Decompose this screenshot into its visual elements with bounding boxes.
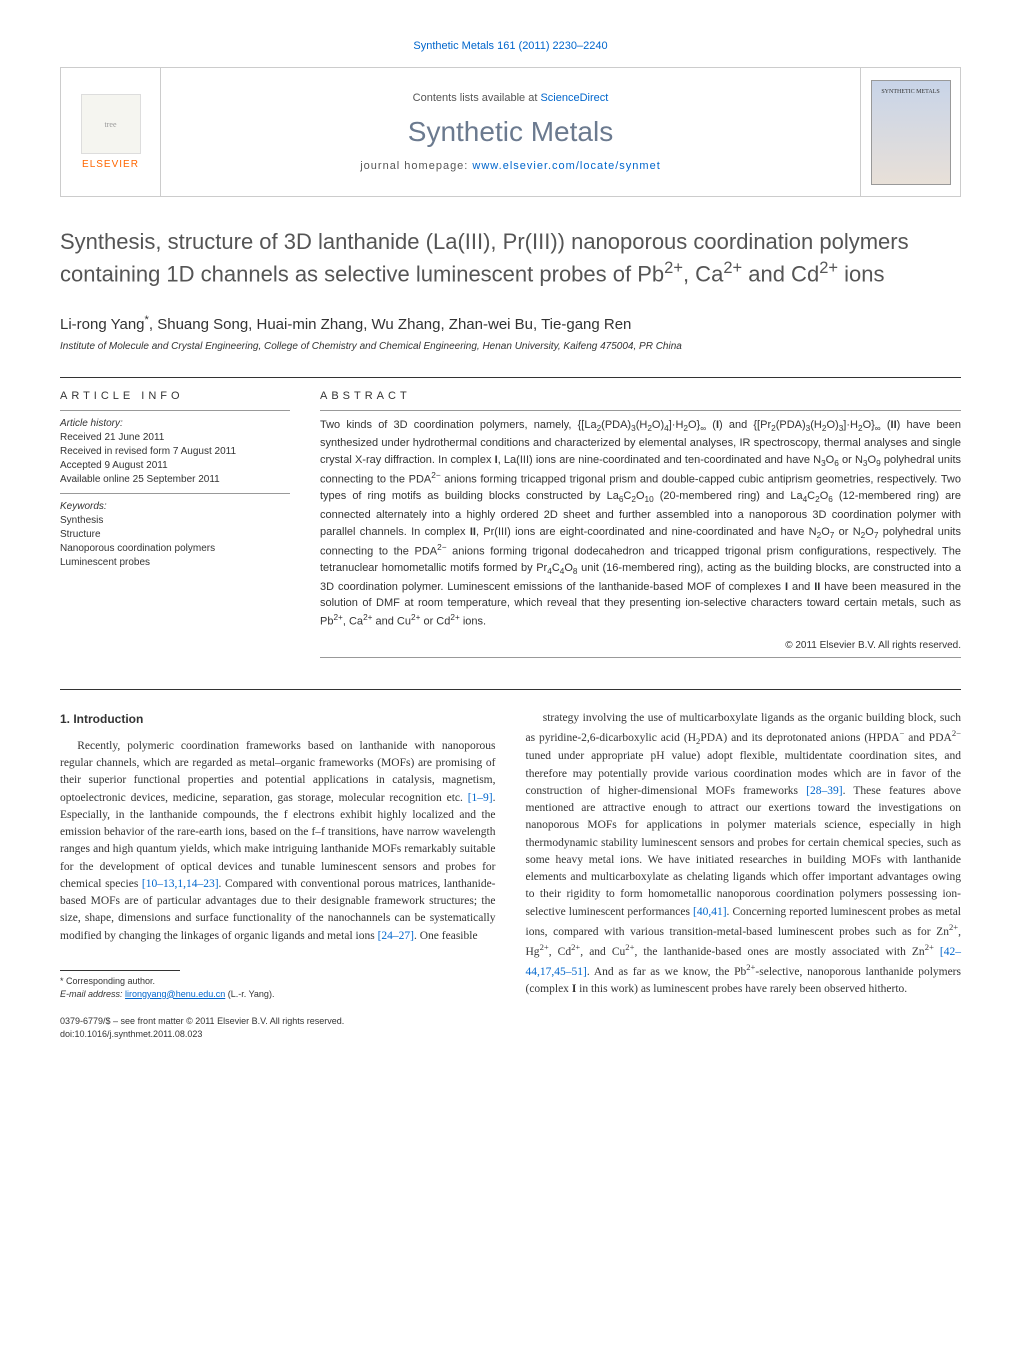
- email-suffix: (L.-r. Yang).: [225, 989, 274, 999]
- sciencedirect-link[interactable]: ScienceDirect: [540, 92, 608, 104]
- divider-top: [60, 377, 961, 378]
- article-info-column: ARTICLE INFO Article history: Received 2…: [60, 390, 290, 664]
- keyword-item: Structure: [60, 528, 290, 542]
- publisher-cell: tree ELSEVIER: [61, 68, 161, 196]
- header-center: Contents lists available at ScienceDirec…: [161, 68, 860, 196]
- footer-divider: [60, 970, 180, 971]
- keywords-label: Keywords:: [60, 500, 290, 514]
- abstract-text: Two kinds of 3D coordination polymers, n…: [320, 417, 961, 630]
- article-history-block: Article history: Received 21 June 2011 R…: [60, 417, 290, 487]
- abstract-heading: ABSTRACT: [320, 390, 961, 402]
- revised-line: Received in revised form 7 August 2011: [60, 445, 290, 459]
- cover-cell: SYNTHETIC METALS: [860, 68, 960, 196]
- keyword-item: Synthesis: [60, 514, 290, 528]
- online-line: Available online 25 September 2011: [60, 473, 290, 487]
- introduction-heading: 1. Introduction: [60, 710, 496, 728]
- keywords-block: Keywords: Synthesis Structure Nanoporous…: [60, 500, 290, 570]
- elsevier-tree-icon: tree: [81, 94, 141, 154]
- authors-line: Li-rong Yang*, Shuang Song, Huai-min Zha…: [60, 314, 961, 333]
- body-column-left: 1. Introduction Recently, polymeric coor…: [60, 710, 496, 1040]
- affiliation-line: Institute of Molecule and Crystal Engine…: [60, 341, 961, 352]
- footer-rights-block: 0379-6779/$ – see front matter © 2011 El…: [60, 1015, 496, 1040]
- journal-name: Synthetic Metals: [408, 116, 613, 148]
- info-divider-2: [60, 493, 290, 494]
- abstract-divider-1: [320, 410, 961, 411]
- corresponding-author-block: * Corresponding author. E-mail address: …: [60, 970, 496, 1000]
- keywords-list: Synthesis Structure Nanoporous coordinat…: [60, 514, 290, 570]
- journal-header-box: tree ELSEVIER Contents lists available a…: [60, 67, 961, 197]
- info-abstract-row: ARTICLE INFO Article history: Received 2…: [60, 390, 961, 664]
- corresponding-label: * Corresponding author.: [60, 975, 496, 988]
- citation-line: Synthetic Metals 161 (2011) 2230–2240: [60, 40, 961, 52]
- keyword-item: Nanoporous coordination polymers: [60, 542, 290, 556]
- homepage-line: journal homepage: www.elsevier.com/locat…: [360, 160, 661, 172]
- divider-mid: [60, 689, 961, 690]
- cover-label: SYNTHETIC METALS: [881, 89, 939, 95]
- accepted-line: Accepted 9 August 2011: [60, 459, 290, 473]
- body-column-right: strategy involving the use of multicarbo…: [526, 710, 962, 1040]
- contents-line: Contents lists available at ScienceDirec…: [413, 92, 609, 104]
- homepage-prefix: journal homepage:: [360, 160, 472, 172]
- body-paragraph: strategy involving the use of multicarbo…: [526, 710, 962, 998]
- body-paragraph: Recently, polymeric coordination framewo…: [60, 738, 496, 945]
- info-divider-1: [60, 410, 290, 411]
- journal-cover-icon: SYNTHETIC METALS: [871, 80, 951, 185]
- keyword-item: Luminescent probes: [60, 556, 290, 570]
- email-label: E-mail address:: [60, 989, 125, 999]
- history-label: Article history:: [60, 417, 290, 431]
- homepage-link[interactable]: www.elsevier.com/locate/synmet: [472, 160, 660, 172]
- article-title: Synthesis, structure of 3D lanthanide (L…: [60, 227, 961, 289]
- abstract-copyright: © 2011 Elsevier B.V. All rights reserved…: [320, 640, 961, 651]
- contents-prefix: Contents lists available at: [413, 92, 541, 104]
- issn-line: 0379-6779/$ – see front matter © 2011 El…: [60, 1015, 496, 1028]
- email-line: E-mail address: lirongyang@henu.edu.cn (…: [60, 988, 496, 1001]
- doi-line: doi:10.1016/j.synthmet.2011.08.023: [60, 1028, 496, 1041]
- abstract-divider-2: [320, 657, 961, 658]
- received-line: Received 21 June 2011: [60, 431, 290, 445]
- body-columns: 1. Introduction Recently, polymeric coor…: [60, 710, 961, 1040]
- abstract-column: ABSTRACT Two kinds of 3D coordination po…: [320, 390, 961, 664]
- article-info-heading: ARTICLE INFO: [60, 390, 290, 402]
- email-link[interactable]: lirongyang@henu.edu.cn: [125, 989, 225, 999]
- publisher-label: ELSEVIER: [82, 159, 139, 170]
